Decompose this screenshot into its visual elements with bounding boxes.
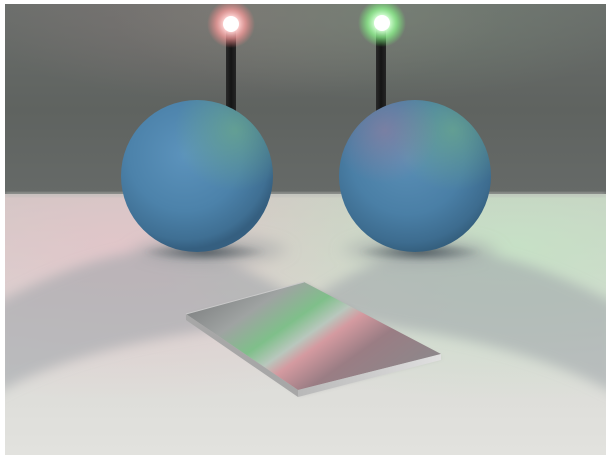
render-frame [5, 4, 606, 455]
metal-plate [185, 281, 442, 397]
back-wall [5, 4, 606, 196]
left-light-pole [226, 26, 236, 118]
rendered-scene [5, 4, 606, 455]
green-light [358, 4, 406, 47]
right-sphere [339, 100, 491, 262]
right-light-pole [376, 26, 386, 116]
left-sphere [121, 100, 273, 262]
pink-light [207, 4, 255, 48]
